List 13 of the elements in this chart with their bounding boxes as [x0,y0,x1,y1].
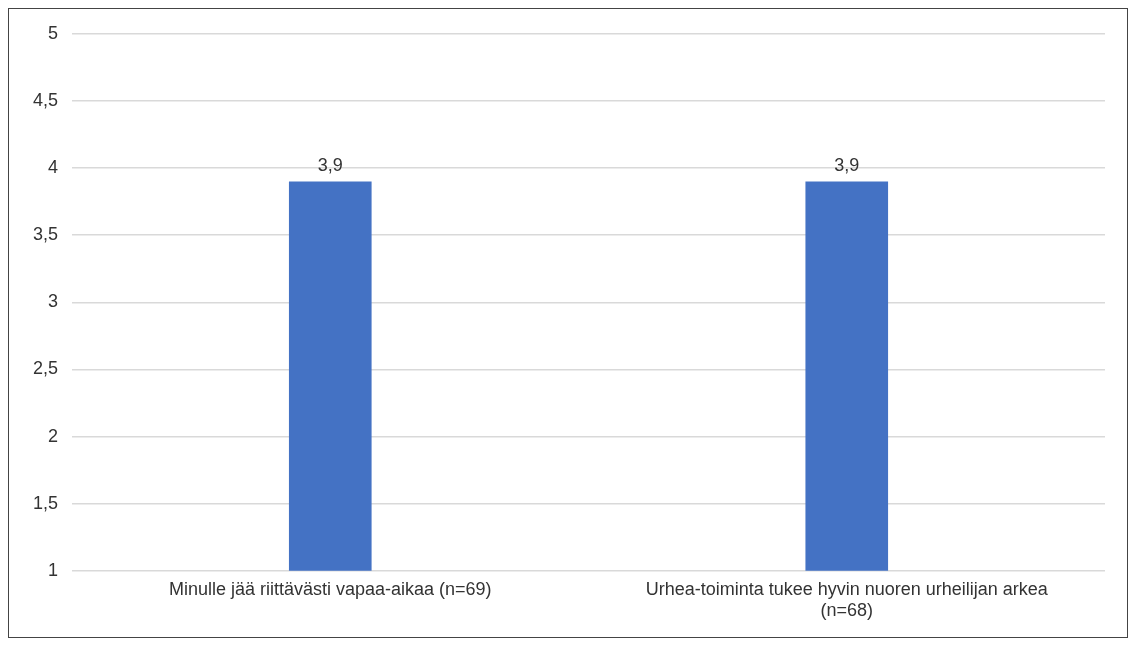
y-tick-label: 1 [48,559,59,580]
x-tick-label: Urhea-toiminta tukee hyvin nuoren urheilijan arkea (n=68) [645,578,1049,621]
y-tick-label: 3 [48,291,59,312]
y-tick-label: 2,5 [32,358,59,379]
x-tick-label: Minulle jää riittävästi vapaa-aikaa (n=69) [168,578,492,599]
y-tick-label: 1,5 [32,492,59,513]
y-tick-label: 5 [48,22,59,43]
y-tick-label: 3,5 [32,224,59,245]
data-label: 3,9 [317,155,343,176]
y-tick-label: 4,5 [32,89,59,110]
y-tick-label: 4 [48,157,59,178]
y-tick-label: 2 [48,425,59,446]
data-label: 3,9 [834,155,860,176]
